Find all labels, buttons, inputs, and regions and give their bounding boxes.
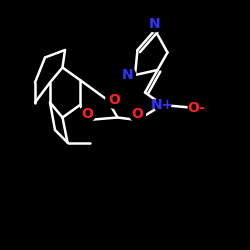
Text: O: O: [108, 93, 120, 107]
Circle shape: [106, 92, 122, 108]
Text: N: N: [122, 68, 133, 82]
Circle shape: [130, 106, 146, 122]
Circle shape: [154, 97, 170, 113]
Circle shape: [120, 67, 136, 83]
Circle shape: [80, 106, 96, 122]
Circle shape: [147, 16, 163, 32]
Text: O-: O-: [187, 100, 205, 114]
Text: O: O: [82, 107, 94, 121]
Text: N: N: [149, 17, 161, 31]
Text: N+: N+: [151, 98, 174, 112]
Text: O: O: [132, 107, 143, 121]
Circle shape: [188, 100, 204, 116]
